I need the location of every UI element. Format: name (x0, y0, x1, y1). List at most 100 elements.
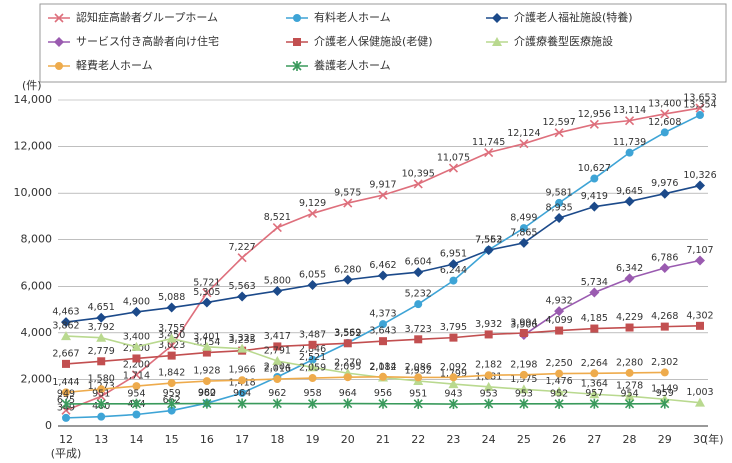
value-label: 4,099 (546, 315, 573, 326)
point (413, 267, 423, 277)
value-label: 13,114 (613, 105, 646, 116)
value-label: 2,791 (264, 346, 291, 357)
point (62, 414, 70, 422)
point (131, 307, 141, 317)
point (695, 256, 705, 266)
value-label: 951 (409, 388, 427, 399)
point (238, 376, 246, 384)
value-label: 9,129 (299, 198, 326, 209)
point (626, 369, 634, 377)
value-label: 962 (198, 388, 216, 399)
point (343, 275, 353, 285)
value-label: 3,723 (405, 324, 432, 335)
point (168, 352, 176, 360)
x-tick-label: 14 (129, 433, 143, 446)
point (555, 370, 563, 378)
value-label: 4,185 (581, 313, 608, 324)
point (590, 175, 598, 183)
legend-label: 介護老人保健施設(老健) (314, 34, 433, 48)
value-label: 7,865 (510, 227, 537, 238)
point (695, 181, 705, 191)
value-label: 2,016 (264, 364, 291, 375)
point (590, 369, 598, 377)
value-label: 12,608 (648, 117, 681, 128)
point (97, 413, 105, 421)
value-label: 964 (233, 388, 251, 399)
point (167, 303, 177, 313)
legend-label: 介護老人福祉施設(特養) (514, 10, 633, 24)
point (554, 213, 564, 223)
point (309, 374, 317, 382)
value-label: 6,342 (616, 263, 643, 274)
value-label: 9,419 (581, 191, 608, 202)
x-tick-label: 24 (482, 433, 496, 446)
point (414, 300, 422, 308)
value-label: 7,227 (229, 242, 256, 253)
point (132, 410, 140, 418)
value-label: 2,092 (440, 362, 467, 373)
value-label: 3,755 (158, 323, 185, 334)
point (660, 189, 670, 199)
value-label: 11,739 (613, 137, 646, 148)
value-label: 959 (163, 388, 181, 399)
y-tick-label: 12,000 (14, 140, 53, 153)
legend-label: 養護老人ホーム (314, 58, 391, 72)
value-label: 4,900 (123, 296, 150, 307)
y-tick-label: 6,000 (21, 279, 53, 292)
value-label: 9,581 (546, 187, 573, 198)
point (272, 286, 282, 296)
legend-label: サービス付き高齢者向け住宅 (76, 34, 219, 48)
y-tick-label: 8,000 (21, 233, 53, 246)
value-label: 2,198 (510, 359, 537, 370)
era-label: (平成) (51, 447, 82, 459)
value-label: 3,994 (510, 317, 537, 328)
value-label: 953 (515, 388, 533, 399)
value-label: 6,055 (299, 270, 326, 281)
value-label: 1,966 (229, 365, 256, 376)
value-label: 5,734 (581, 277, 608, 288)
value-label: 1,928 (193, 366, 220, 377)
point (273, 375, 281, 383)
value-label: 3,792 (88, 322, 115, 333)
value-label: 964 (339, 388, 357, 399)
point (379, 337, 387, 345)
value-label: 954 (127, 388, 145, 399)
point (62, 360, 70, 368)
legend-label: 介護療養型医療施設 (514, 34, 613, 48)
value-label: 2,280 (616, 357, 643, 368)
y-tick-label: 4,000 (21, 326, 53, 339)
value-label: 943 (444, 389, 462, 400)
point (344, 339, 352, 347)
value-label: 6,462 (369, 260, 396, 271)
point (519, 238, 529, 248)
legend-label: 有料老人ホーム (314, 10, 391, 24)
point (449, 334, 457, 342)
value-label: 3,932 (475, 319, 502, 330)
point (589, 287, 599, 297)
value-label: 5,305 (193, 287, 220, 298)
value-label: 3,401 (193, 331, 220, 342)
value-label: 3,487 (299, 329, 326, 340)
point (97, 357, 105, 365)
value-label: 953 (480, 388, 498, 399)
y-tick-label: 0 (45, 419, 52, 432)
value-label: 1,842 (158, 368, 185, 379)
value-label: 7,107 (686, 245, 713, 256)
point (626, 324, 634, 332)
x-tick-label: 28 (623, 433, 637, 446)
x-tick-label: 29 (658, 433, 672, 446)
value-label: 2,086 (405, 362, 432, 373)
value-label: 9,976 (651, 178, 678, 189)
point (414, 335, 422, 343)
value-label: 6,280 (334, 264, 361, 275)
value-label: 8,521 (264, 212, 291, 223)
point (309, 341, 317, 349)
value-label: 12,956 (578, 109, 611, 120)
value-label: 9,575 (334, 188, 361, 199)
value-label: 8,499 (510, 213, 537, 224)
value-label: 3,643 (369, 326, 396, 337)
value-label: 951 (92, 388, 110, 399)
x-tick-label: 19 (306, 433, 320, 446)
value-label: 4,463 (52, 307, 79, 318)
x-tick-label: 13 (94, 433, 108, 446)
